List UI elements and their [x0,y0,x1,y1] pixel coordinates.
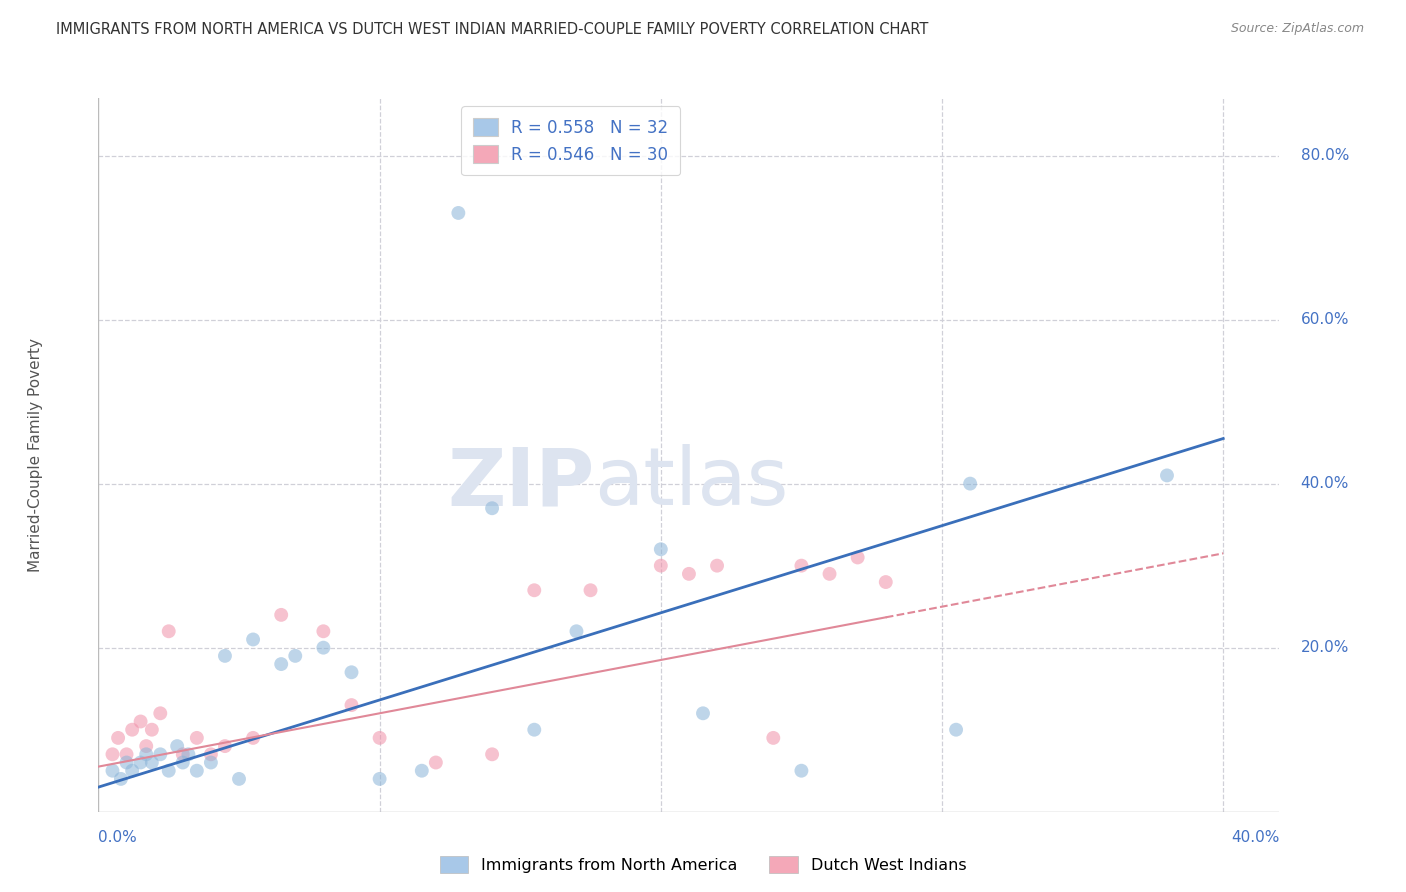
Point [959,476,981,491]
Point [425,756,447,770]
Point [650,542,672,557]
Point [115,756,138,770]
Point [242,731,264,745]
Point [214,739,236,753]
Point [115,747,138,762]
Point [107,731,129,745]
Point [481,501,503,516]
Point [523,723,546,737]
Point [135,747,157,762]
Point [172,756,194,770]
Point [846,550,869,565]
Point [790,764,813,778]
Text: 0.0%: 0.0% [98,830,138,845]
Point [157,764,180,778]
Point [141,723,163,737]
Text: 20.0%: 20.0% [1301,640,1348,656]
Point [447,206,470,220]
Point [790,558,813,573]
Point [284,648,307,663]
Point [129,714,152,729]
Text: 40.0%: 40.0% [1232,830,1279,845]
Point [166,739,188,753]
Point [228,772,250,786]
Point [270,607,292,622]
Legend: R = 0.558   N = 32, R = 0.546   N = 30: R = 0.558 N = 32, R = 0.546 N = 30 [461,106,681,176]
Point [172,747,194,762]
Point [186,731,208,745]
Point [149,747,172,762]
Point [135,739,157,753]
Point [678,566,700,581]
Point [579,583,602,598]
Point [481,747,503,762]
Point [818,566,841,581]
Point [121,764,143,778]
Point [565,624,588,639]
Point [523,583,546,598]
Text: 80.0%: 80.0% [1301,148,1348,163]
Point [875,575,897,590]
Point [368,772,391,786]
Point [340,665,363,680]
Text: ZIP: ZIP [447,444,595,523]
Point [1156,468,1178,483]
Point [945,723,967,737]
Text: 40.0%: 40.0% [1301,476,1348,491]
Point [312,640,335,655]
Point [110,772,132,786]
Point [129,756,152,770]
Text: Married-Couple Family Poverty: Married-Couple Family Poverty [28,338,42,572]
Text: atlas: atlas [595,444,789,523]
Point [242,632,264,647]
Point [200,747,222,762]
Point [692,706,714,721]
Point [177,747,200,762]
Point [762,731,785,745]
Point [101,764,124,778]
Point [270,657,292,671]
Point [149,706,172,721]
Point [157,624,180,639]
Point [368,731,391,745]
Point [340,698,363,712]
Point [214,648,236,663]
Point [121,723,143,737]
Legend: Immigrants from North America, Dutch West Indians: Immigrants from North America, Dutch Wes… [433,849,973,880]
Point [101,747,124,762]
Point [186,764,208,778]
Point [706,558,728,573]
Point [650,558,672,573]
Text: Source: ZipAtlas.com: Source: ZipAtlas.com [1230,22,1364,36]
Text: IMMIGRANTS FROM NORTH AMERICA VS DUTCH WEST INDIAN MARRIED-COUPLE FAMILY POVERTY: IMMIGRANTS FROM NORTH AMERICA VS DUTCH W… [56,22,928,37]
Point [141,756,163,770]
Text: 60.0%: 60.0% [1301,312,1348,327]
Point [312,624,335,639]
Point [411,764,433,778]
Point [200,756,222,770]
